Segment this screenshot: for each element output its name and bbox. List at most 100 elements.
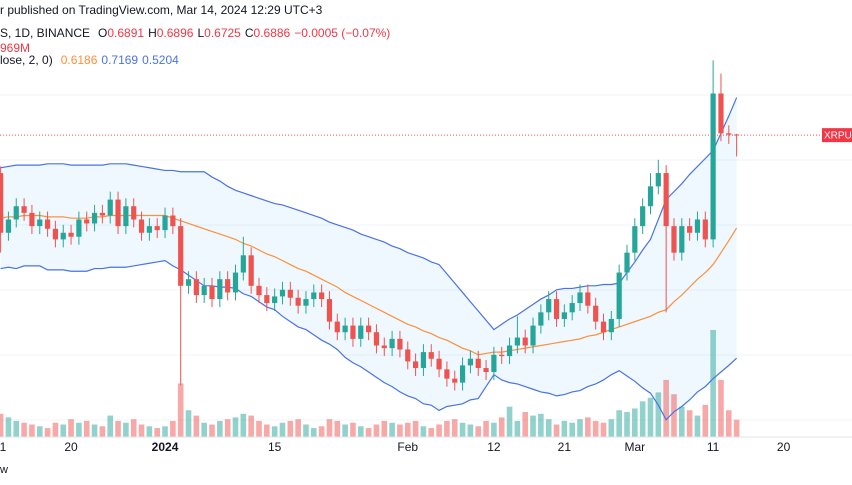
candle-body xyxy=(412,361,419,369)
candle-body xyxy=(624,252,630,273)
volume-bar xyxy=(404,422,411,437)
candle-body xyxy=(710,93,716,240)
volume-bar xyxy=(170,420,176,437)
candle-body xyxy=(373,332,380,346)
candle-body xyxy=(475,358,481,369)
volume-bar xyxy=(52,422,59,437)
candle-body xyxy=(577,292,583,304)
candle-body xyxy=(734,134,740,136)
volume-bar xyxy=(718,379,724,437)
volume-bar xyxy=(209,424,215,437)
volume-bar xyxy=(561,420,568,437)
volume-bar xyxy=(130,419,137,437)
volume-bar xyxy=(436,424,442,437)
candle-body xyxy=(436,358,442,370)
volume-bar xyxy=(107,415,114,437)
candle-body xyxy=(358,325,364,339)
candle-body xyxy=(616,272,622,319)
volume-bar xyxy=(545,419,552,437)
volume-bar xyxy=(115,420,121,437)
band-fill xyxy=(0,97,737,420)
volume-bar xyxy=(326,419,333,437)
candle-body xyxy=(726,133,732,135)
candle-body xyxy=(131,206,137,220)
candle-body xyxy=(311,292,317,300)
volume-bar xyxy=(475,426,482,437)
x-tick-label: Mar xyxy=(624,440,645,454)
volume-bar xyxy=(357,426,364,437)
candle-body xyxy=(68,232,74,237)
volume-bar xyxy=(44,428,51,437)
volume-bar xyxy=(710,329,716,437)
candle-body xyxy=(687,226,693,233)
volume-bar xyxy=(138,424,145,437)
footer: w xyxy=(0,464,8,476)
candle-body xyxy=(342,325,348,333)
ohlc-value: 0.6725 xyxy=(204,26,241,40)
x-tick-label: 2024 xyxy=(152,440,179,454)
volume-bar xyxy=(381,420,388,437)
volume-bar xyxy=(29,424,35,437)
candle-body xyxy=(389,338,395,349)
candle-body xyxy=(76,219,82,237)
candle-body xyxy=(679,226,685,253)
volume-bar xyxy=(271,426,278,437)
volume-bar xyxy=(569,422,575,437)
candle-body xyxy=(506,345,513,357)
volume-legend: 969M xyxy=(0,41,30,55)
volume-bar xyxy=(76,422,82,437)
volume-bar xyxy=(483,420,489,437)
volume-bar xyxy=(334,420,341,437)
volume-bar xyxy=(83,420,90,437)
ohlc-label: O xyxy=(98,26,107,40)
volume-bar xyxy=(538,413,544,437)
candle-body xyxy=(585,292,591,306)
volume-bar xyxy=(451,419,458,437)
publisher: r published on TradingView.com, Mar 14, … xyxy=(0,3,323,17)
x-tick-label: 20 xyxy=(777,440,791,454)
volume-bar xyxy=(459,422,466,437)
volume-bar xyxy=(694,415,701,437)
volume-bar xyxy=(389,422,395,437)
candle-body xyxy=(405,349,411,362)
volume-bar xyxy=(663,379,669,437)
candle-body xyxy=(248,255,254,286)
candle-body xyxy=(201,285,207,296)
candle-body xyxy=(444,369,450,379)
candle-body xyxy=(499,354,505,357)
candle-body xyxy=(718,93,724,134)
volume-bar xyxy=(123,422,129,437)
candle-body xyxy=(640,206,646,227)
candle-body xyxy=(91,212,98,224)
volume-bar xyxy=(342,424,348,437)
volume-bar xyxy=(702,404,709,437)
volume-bar xyxy=(365,428,372,437)
volume-bar xyxy=(639,401,646,437)
candle-body xyxy=(193,279,199,296)
volume-bar xyxy=(240,413,247,437)
volume-bar xyxy=(256,420,262,437)
volume-bar xyxy=(444,420,450,437)
candle-body xyxy=(256,285,262,296)
candle-body xyxy=(326,299,333,322)
candle-body xyxy=(146,226,152,233)
candle-body xyxy=(459,365,466,383)
volume-bar xyxy=(420,426,427,437)
indicator-value: 0.7169 xyxy=(101,53,138,67)
candle-body xyxy=(170,215,176,227)
volume-bar xyxy=(522,412,529,437)
volume-bar xyxy=(311,428,317,437)
indicator: lose, 2, 0) xyxy=(0,53,53,67)
volume-bar xyxy=(397,424,403,437)
candle-body xyxy=(279,289,286,297)
candle-body xyxy=(553,299,560,319)
volume-bar xyxy=(91,424,98,437)
candle-body xyxy=(538,312,544,326)
volume-bar xyxy=(733,419,740,437)
ohlc-label: C xyxy=(245,26,254,40)
volume-bar xyxy=(68,419,74,437)
indicator-value: 0.6186 xyxy=(61,53,98,67)
volume-bar xyxy=(632,408,638,437)
volume-bar xyxy=(217,420,223,437)
